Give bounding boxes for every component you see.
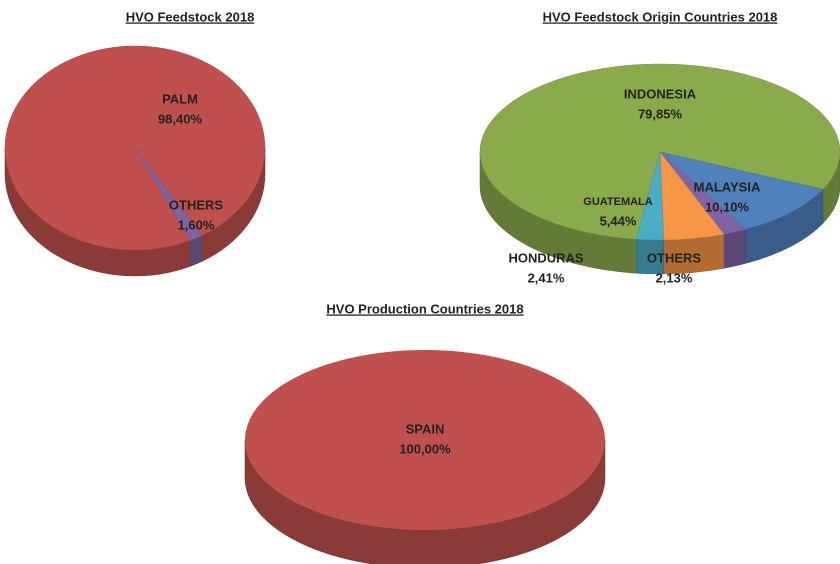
chart-title: HVO Feedstock 2018 [126, 9, 255, 24]
chart-title: HVO Production Countries 2018 [326, 301, 523, 316]
slice-value-label: 1,60% [178, 217, 215, 232]
pie-slice [636, 151, 664, 241]
chart-title: HVO Feedstock Origin Countries 2018 [543, 9, 778, 24]
slice-value-label: 98,40% [158, 111, 203, 126]
pie-side [723, 229, 747, 269]
slice-value-label: 2,13% [656, 270, 693, 285]
pie-side [190, 235, 203, 267]
slice-label: GUATEMALA [583, 196, 653, 208]
pie-slice [659, 151, 824, 230]
slice-value-label: 2,41% [528, 270, 565, 285]
slice-label: INDONESIA [624, 86, 697, 101]
slice-value-label: 100,00% [399, 441, 451, 456]
slice-value-label: 79,85% [638, 106, 683, 121]
pie-slice [245, 350, 605, 530]
slice-label: PALM [162, 91, 198, 106]
slice-label: SPAIN [406, 421, 445, 436]
slice-value-label: 10,10% [705, 199, 750, 214]
slice-label: OTHERS [647, 250, 702, 265]
pie-slice [134, 147, 203, 241]
slice-label: OTHERS [169, 197, 224, 212]
slice-label: MALAYSIA [694, 179, 761, 194]
slice-label: HONDURAS [508, 250, 583, 265]
slice-value-label: 5,44% [600, 213, 637, 228]
